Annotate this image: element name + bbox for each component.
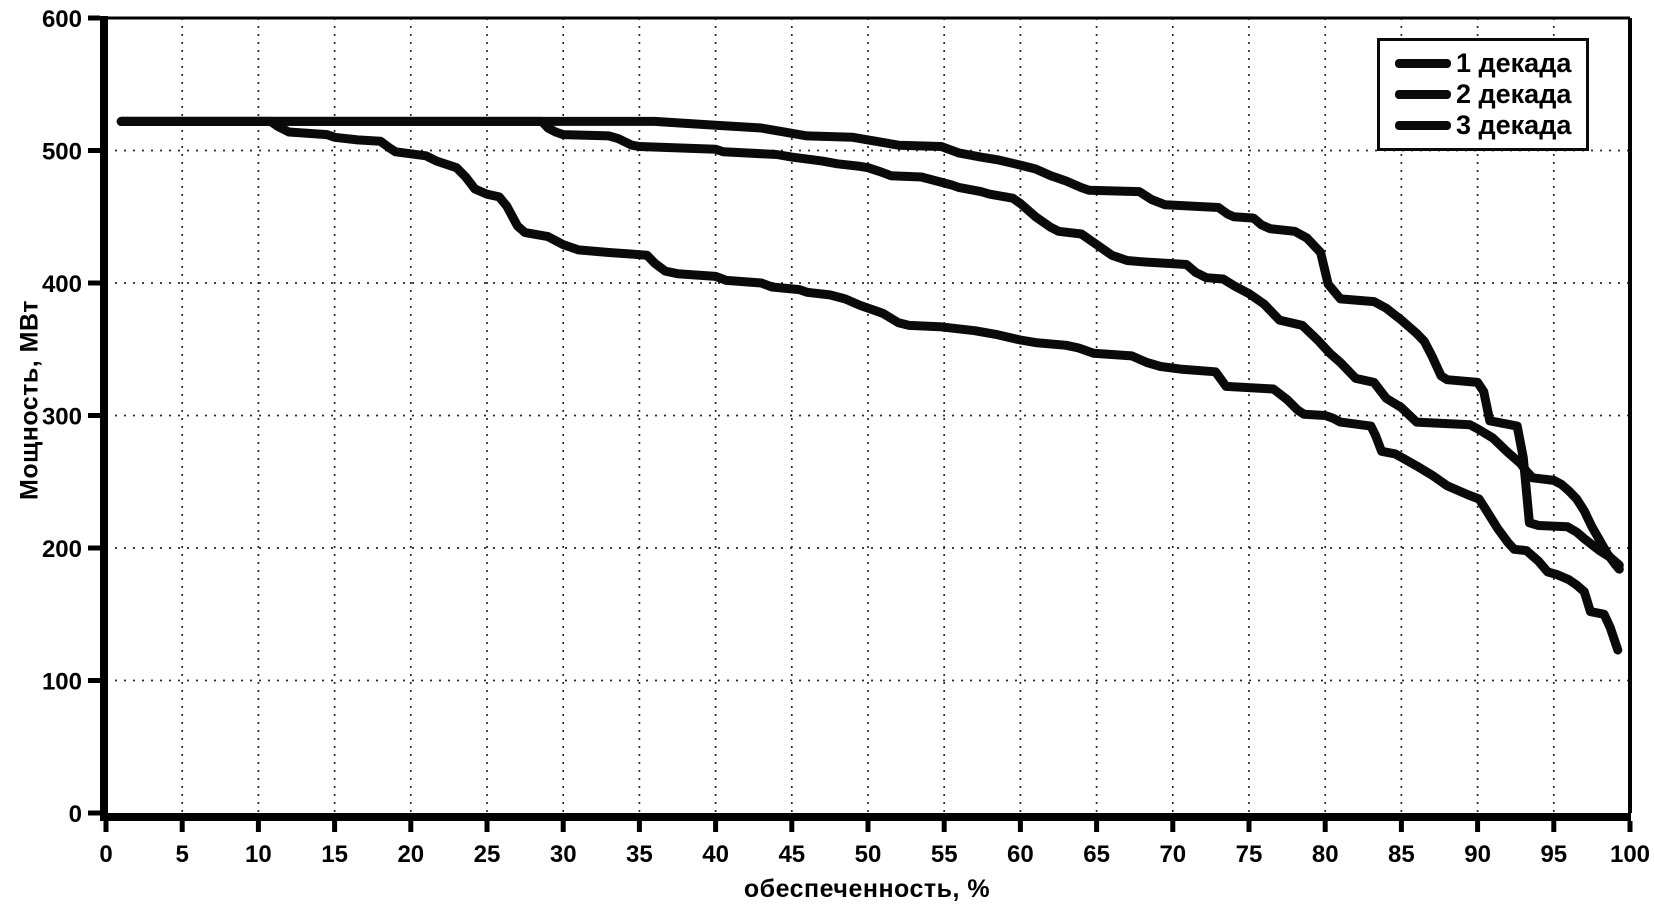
legend-item: 2 декада (1395, 79, 1582, 110)
x-axis-line (100, 813, 1631, 821)
x-tick-label: 35 (626, 841, 653, 868)
y-tick (88, 545, 100, 551)
x-tick-label: 75 (1236, 841, 1263, 868)
x-tick-label: 55 (931, 841, 958, 868)
x-tick (713, 821, 719, 832)
x-tick (1170, 821, 1176, 832)
y-tick-label: 200 (42, 536, 82, 563)
x-tick (1246, 821, 1252, 832)
legend-box: 1 декада 2 декада 3 декада (1377, 38, 1589, 151)
x-tick (255, 821, 261, 832)
series-line-3 (116, 116, 1623, 655)
x-tick (941, 821, 947, 832)
legend-line-swatch (1395, 121, 1451, 130)
x-tick-label: 85 (1388, 841, 1415, 868)
x-tick-label: 40 (702, 841, 729, 868)
y-tick (88, 15, 100, 21)
y-axis: 0 100 200 300 400 500 600 (42, 6, 100, 828)
x-tick-label: 45 (778, 841, 805, 868)
y-tick (88, 148, 100, 153)
x-tick (1551, 821, 1557, 832)
gridlines (106, 18, 1630, 813)
x-tick (865, 821, 871, 832)
y-tick-label: 500 (42, 139, 82, 166)
x-tick-label: 15 (321, 841, 348, 868)
x-tick (560, 821, 566, 832)
x-tick-label: 100 (1610, 841, 1650, 868)
x-tick (332, 821, 338, 832)
x-tick (789, 821, 795, 832)
x-tick-label: 25 (474, 841, 501, 868)
x-tick-label: 0 (99, 841, 112, 868)
x-tick (1475, 821, 1481, 832)
x-tick (1017, 821, 1023, 832)
x-tick-label: 50 (855, 841, 882, 868)
x-tick (636, 821, 642, 832)
legend-line-swatch (1395, 90, 1451, 99)
x-tick-label: 10 (245, 841, 272, 868)
y-tick (88, 413, 100, 418)
legend-item: 1 декада (1395, 48, 1582, 79)
x-tick (103, 821, 109, 832)
x-tick-label: 30 (550, 841, 577, 868)
x-tick-label: 5 (176, 841, 189, 868)
x-tick (1094, 821, 1100, 832)
y-tick-label: 300 (42, 404, 82, 431)
x-tick (1627, 821, 1633, 832)
legend-item-label: 3 декада (1456, 110, 1572, 140)
x-tick (1398, 821, 1404, 832)
x-tick-label: 90 (1464, 841, 1491, 868)
plot-border (100, 16, 1632, 821)
x-tick (179, 821, 185, 832)
legend-line-swatch (1395, 59, 1451, 68)
series-line-1 (116, 116, 1624, 570)
x-axis: 0 5 10 15 20 25 30 35 40 45 50 55 60 65 70 75 80 85 90 95 10… (99, 821, 1650, 868)
legend-item-label: 2 декада (1456, 79, 1572, 109)
x-tick-label: 95 (1540, 841, 1567, 868)
x-tick (408, 821, 414, 832)
series-line-2 (116, 116, 1624, 574)
y-tick (88, 678, 100, 683)
y-axis-title: Мощность, МВт (15, 300, 44, 500)
y-tick-label: 100 (42, 669, 82, 696)
x-tick (1322, 821, 1328, 832)
x-tick-label: 65 (1083, 841, 1110, 868)
x-tick-label: 70 (1159, 841, 1186, 868)
y-tick-label: 400 (42, 271, 82, 298)
legend-item: 3 декада (1395, 110, 1582, 141)
y-tick-label: 0 (69, 801, 82, 828)
y-axis-line (100, 16, 108, 820)
y-tick-label: 600 (42, 6, 82, 33)
x-tick-label: 20 (397, 841, 424, 868)
y-tick (88, 810, 100, 816)
x-tick-label: 80 (1312, 841, 1339, 868)
legend-item-label: 1 декада (1456, 48, 1572, 78)
x-tick (484, 821, 490, 832)
x-tick-label: 60 (1007, 841, 1034, 868)
y-tick (88, 280, 100, 286)
x-axis-title: обеспеченность, % (743, 875, 991, 903)
